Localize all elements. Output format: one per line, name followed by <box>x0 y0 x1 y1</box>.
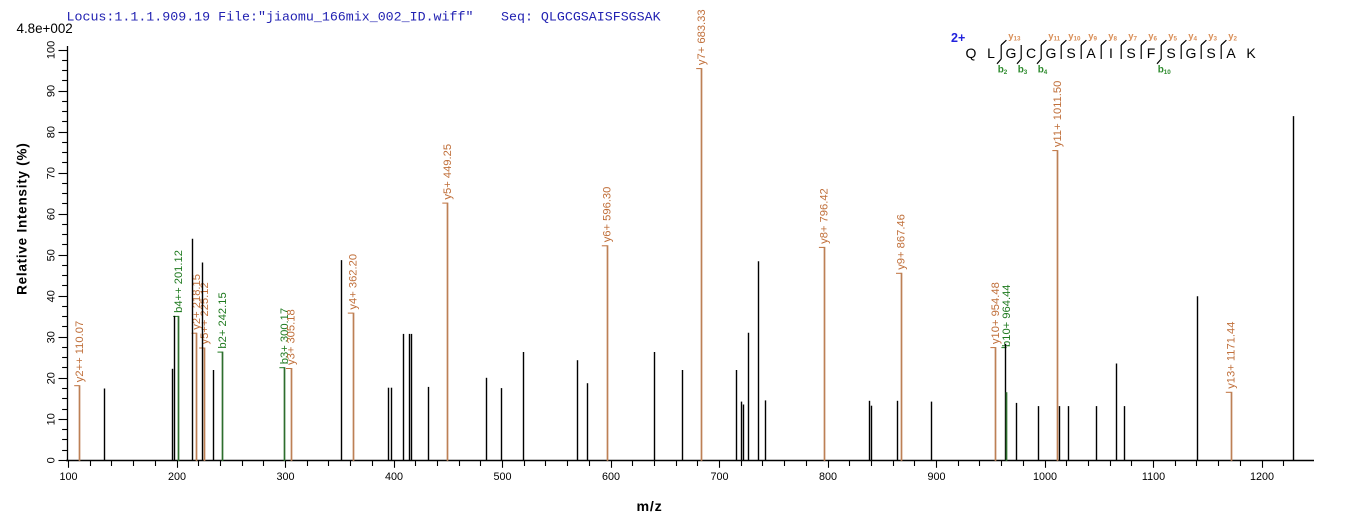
svg-text:0: 0 <box>46 457 58 463</box>
svg-text:y8+ 796.42: y8+ 796.42 <box>819 188 831 244</box>
svg-text:y13: y13 <box>1008 31 1021 42</box>
svg-text:Q: Q <box>966 45 977 61</box>
svg-text:y6: y6 <box>1148 31 1157 42</box>
svg-text:b10+ 964.44: b10+ 964.44 <box>1001 284 1013 347</box>
svg-text:y7: y7 <box>1128 31 1137 42</box>
svg-text:700: 700 <box>710 471 728 483</box>
svg-text:30: 30 <box>46 331 58 343</box>
svg-text:y6+ 596.30: y6+ 596.30 <box>602 187 614 243</box>
svg-text:G: G <box>1186 45 1197 61</box>
svg-text:Seq: QLGCGSAISFSGSAK: Seq: QLGCGSAISFSGSAK <box>501 10 661 25</box>
svg-text:800: 800 <box>819 471 837 483</box>
svg-text:500: 500 <box>493 471 511 483</box>
svg-text:y2++ 110.07: y2++ 110.07 <box>74 321 86 382</box>
svg-text:400: 400 <box>385 471 403 483</box>
svg-text:1000: 1000 <box>1033 471 1057 483</box>
svg-text:y5++ 225.12: y5++ 225.12 <box>199 282 211 344</box>
svg-text:b3: b3 <box>1018 65 1028 76</box>
svg-text:b3+ 300.17: b3+ 300.17 <box>279 308 291 364</box>
svg-text:600: 600 <box>602 471 620 483</box>
svg-text:S: S <box>1166 45 1175 61</box>
svg-text:50: 50 <box>46 249 58 261</box>
svg-text:20: 20 <box>46 372 58 384</box>
svg-text:1100: 1100 <box>1142 471 1165 483</box>
svg-text:10: 10 <box>46 413 58 425</box>
svg-text:y5: y5 <box>1168 31 1177 42</box>
svg-text:200: 200 <box>168 471 186 483</box>
svg-text:1200: 1200 <box>1250 471 1274 483</box>
svg-text:y10: y10 <box>1068 31 1081 42</box>
svg-text:70: 70 <box>46 167 58 179</box>
svg-text:y5+ 449.25: y5+ 449.25 <box>442 144 454 200</box>
svg-text:b2+ 242.15: b2+ 242.15 <box>217 292 229 348</box>
svg-text:b10: b10 <box>1158 65 1172 76</box>
svg-text:100: 100 <box>59 471 77 483</box>
svg-text:b4++ 201.12: b4++ 201.12 <box>173 250 185 313</box>
svg-text:40: 40 <box>46 290 58 302</box>
svg-text:b4: b4 <box>1038 65 1048 76</box>
svg-text:Relative Intensity (%): Relative Intensity (%) <box>15 143 30 295</box>
svg-text:L: L <box>987 45 995 61</box>
svg-text:S: S <box>1206 45 1215 61</box>
svg-text:y10+ 954.48: y10+ 954.48 <box>990 282 1002 344</box>
svg-text:F: F <box>1147 45 1156 61</box>
svg-text:C: C <box>1026 45 1036 61</box>
svg-text:60: 60 <box>46 208 58 220</box>
svg-text:S: S <box>1066 45 1075 61</box>
svg-text:K: K <box>1246 45 1256 61</box>
svg-text:G: G <box>1006 45 1017 61</box>
svg-text:y11: y11 <box>1048 31 1060 42</box>
svg-text:y7+ 683.33: y7+ 683.33 <box>696 9 708 65</box>
svg-text:90: 90 <box>46 85 58 97</box>
svg-text:y9+ 867.46: y9+ 867.46 <box>896 214 908 270</box>
svg-text:y3: y3 <box>1208 31 1217 42</box>
svg-text:900: 900 <box>927 471 945 483</box>
svg-text:y8: y8 <box>1108 31 1117 42</box>
svg-text:2+: 2+ <box>951 31 965 45</box>
svg-text:y11+ 1011.50: y11+ 1011.50 <box>1052 81 1064 147</box>
svg-text:y3+ 305.18: y3+ 305.18 <box>286 309 298 365</box>
svg-text:y4+ 362.20: y4+ 362.20 <box>348 254 360 310</box>
svg-text:80: 80 <box>46 126 58 138</box>
svg-text:100: 100 <box>46 41 58 59</box>
svg-text:A: A <box>1226 45 1236 61</box>
svg-text:4.8e+002: 4.8e+002 <box>17 21 73 36</box>
svg-text:y9: y9 <box>1088 31 1097 42</box>
svg-text:y2+ 218.15: y2+ 218.15 <box>191 274 203 330</box>
svg-text:G: G <box>1046 45 1057 61</box>
svg-text:y2: y2 <box>1228 31 1237 42</box>
svg-text:y13+ 1171.44: y13+ 1171.44 <box>1226 322 1238 389</box>
svg-text:A: A <box>1086 45 1096 61</box>
svg-text:m/z: m/z <box>637 499 663 515</box>
svg-text:Locus:1.1.1.909.19 File:"jiaom: Locus:1.1.1.909.19 File:"jiaomu_166mix_0… <box>67 10 474 25</box>
svg-text:300: 300 <box>276 471 294 483</box>
svg-text:I: I <box>1109 45 1113 61</box>
svg-text:S: S <box>1126 45 1135 61</box>
svg-text:b2: b2 <box>998 65 1008 76</box>
svg-text:y4: y4 <box>1188 31 1197 42</box>
